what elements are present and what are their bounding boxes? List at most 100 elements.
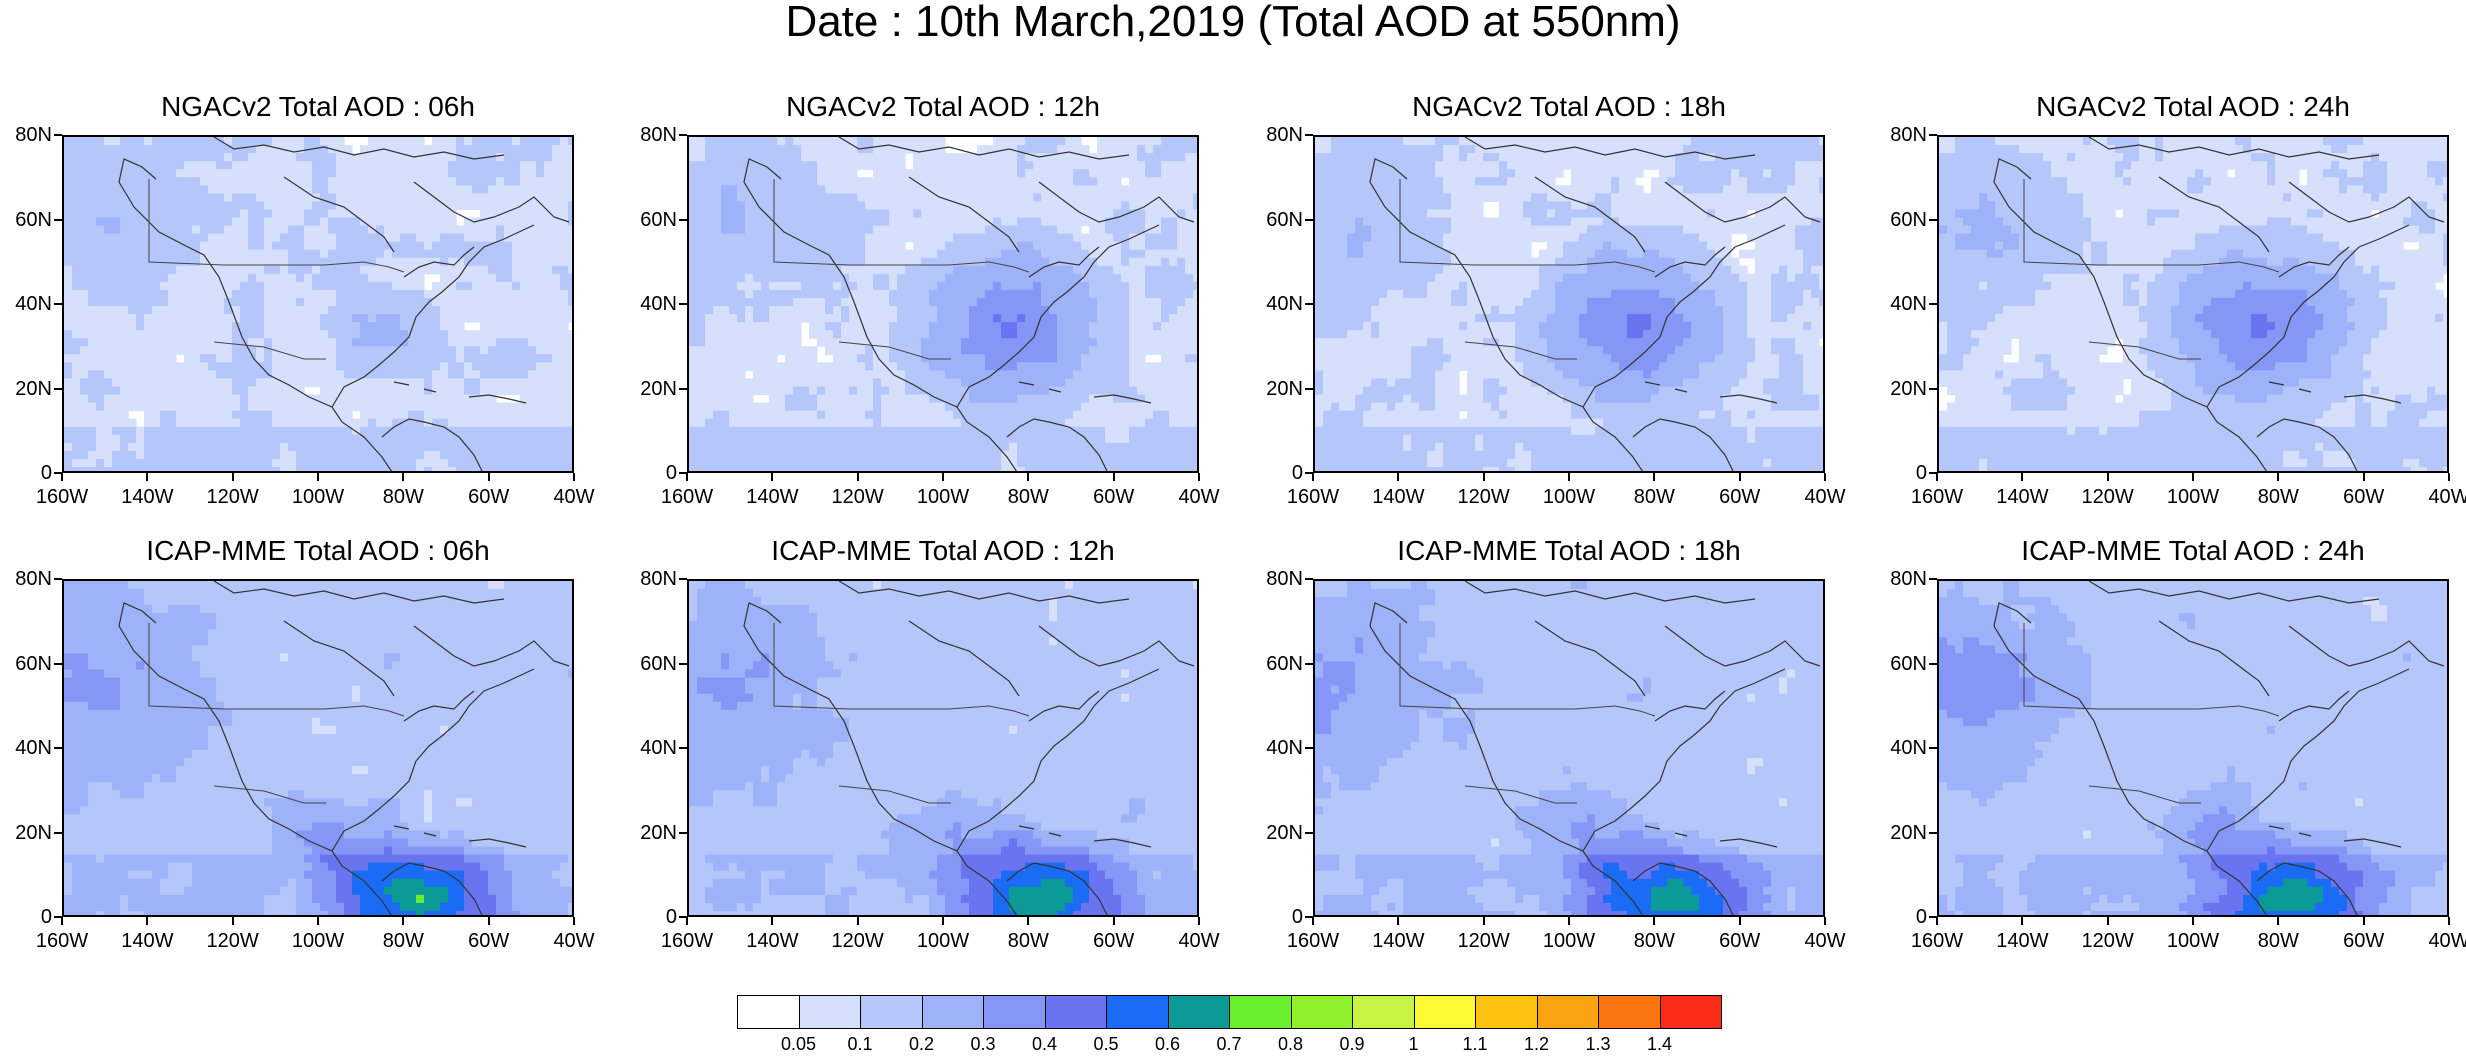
- aod-map-icap-24h: [1937, 579, 2449, 917]
- lon-tick-mark: [317, 473, 319, 481]
- lat-tick-mark: [54, 472, 62, 474]
- lon-tick-mark: [317, 917, 319, 925]
- lat-tick-label: 60N: [1875, 654, 1927, 674]
- lat-tick-label: 60N: [625, 654, 677, 674]
- lon-tick-mark: [402, 917, 405, 925]
- aod-field: [1315, 137, 1823, 471]
- aod-map-ngac-6h: [62, 135, 574, 473]
- lat-tick-mark: [1305, 303, 1313, 305]
- lat-tick-label: 0: [1251, 463, 1303, 483]
- aod-field: [1315, 581, 1823, 915]
- lon-tick-label: 120W: [1454, 931, 1514, 951]
- lat-tick-mark: [54, 747, 62, 749]
- lat-tick-mark: [1929, 472, 1937, 474]
- country-border: [1399, 179, 1656, 360]
- aod-field: [1939, 137, 2447, 471]
- lon-tick-mark: [856, 917, 859, 925]
- lat-tick-mark: [1929, 303, 1937, 305]
- aod-map-icap-12h: [687, 579, 1199, 917]
- lon-tick-label: 40W: [2419, 487, 2466, 507]
- lon-tick-mark: [1738, 917, 1741, 925]
- lon-tick-label: 120W: [828, 487, 888, 507]
- lon-tick-label: 40W: [2419, 931, 2466, 951]
- colorbar-label: 1.1: [1450, 1035, 1500, 1053]
- lat-tick-mark: [679, 662, 687, 665]
- colorbar-swatch: [1167, 995, 1230, 1029]
- lon-tick-label: 60W: [1710, 931, 1770, 951]
- lon-tick-mark: [1312, 473, 1314, 481]
- lat-tick-label: 60N: [0, 654, 52, 674]
- lon-tick-label: 140W: [117, 931, 177, 951]
- lat-tick-mark: [54, 662, 62, 665]
- colorbar-swatch: [1659, 995, 1722, 1029]
- lat-tick-label: 80N: [0, 125, 52, 145]
- lon-tick-label: 100W: [1539, 931, 1599, 951]
- lat-tick-label: 80N: [625, 569, 677, 589]
- colorbar-label: 0.8: [1266, 1035, 1316, 1053]
- lat-tick-label: 20N: [1875, 379, 1927, 399]
- lat-tick-mark: [54, 303, 62, 305]
- country-border: [2023, 179, 2280, 360]
- lon-tick-mark: [1112, 917, 1115, 925]
- coastline: [743, 137, 1195, 471]
- lat-tick-mark: [679, 218, 687, 221]
- lat-tick-mark: [1305, 218, 1313, 221]
- lon-tick-label: 100W: [2163, 487, 2223, 507]
- lat-tick-label: 80N: [1251, 125, 1303, 145]
- aod-field: [1939, 581, 2447, 915]
- lon-tick-mark: [402, 473, 405, 481]
- colorbar-label: 0.2: [897, 1035, 947, 1053]
- lon-tick-label: 120W: [203, 931, 263, 951]
- lon-tick-label: 140W: [1368, 487, 1428, 507]
- page-title: Date : 10th March,2019 (Total AOD at 550…: [0, 0, 2466, 44]
- lon-tick-mark: [2021, 917, 2024, 925]
- lon-tick-label: 60W: [2334, 931, 2394, 951]
- lat-tick-mark: [1305, 831, 1313, 834]
- lat-tick-mark: [679, 387, 687, 390]
- aod-field: [64, 581, 572, 915]
- lat-tick-mark: [54, 831, 62, 834]
- lon-tick-mark: [771, 473, 774, 481]
- lon-tick-label: 160W: [657, 931, 717, 951]
- colorbar-label: 0.1: [835, 1035, 885, 1053]
- colorbar-label: 0.9: [1327, 1035, 1377, 1053]
- aod-map-ngac-12h: [687, 135, 1199, 473]
- lon-tick-label: 60W: [2334, 487, 2394, 507]
- lat-tick-label: 60N: [0, 210, 52, 230]
- lat-tick-label: 80N: [1251, 569, 1303, 589]
- aod-field: [689, 581, 1197, 915]
- lon-tick-mark: [2021, 473, 2024, 481]
- lon-tick-mark: [1568, 917, 1570, 925]
- lat-tick-label: 20N: [0, 379, 52, 399]
- lat-tick-label: 60N: [625, 210, 677, 230]
- lon-tick-label: 80W: [1624, 487, 1684, 507]
- lat-tick-label: 80N: [625, 125, 677, 145]
- coastline: [118, 581, 570, 915]
- lat-tick-mark: [54, 218, 62, 221]
- lat-tick-label: 20N: [625, 823, 677, 843]
- colorbar-label: 0.05: [774, 1035, 824, 1053]
- lon-tick-mark: [942, 473, 944, 481]
- colorbar-label: 0.3: [958, 1035, 1008, 1053]
- lon-tick-mark: [686, 917, 688, 925]
- lat-tick-label: 20N: [1251, 379, 1303, 399]
- panel-title: NGACv2 Total AOD : 18h: [1313, 93, 1825, 121]
- lon-tick-label: 80W: [1624, 931, 1684, 951]
- lat-tick-label: 0: [1875, 463, 1927, 483]
- lat-tick-mark: [1305, 578, 1313, 580]
- lon-tick-mark: [2277, 473, 2280, 481]
- coastline: [1993, 581, 2445, 915]
- lat-tick-mark: [1305, 916, 1313, 918]
- lon-tick-label: 80W: [373, 931, 433, 951]
- colorbar-label: 1.3: [1573, 1035, 1623, 1053]
- lat-tick-mark: [54, 134, 62, 136]
- lat-tick-mark: [54, 387, 62, 390]
- lon-tick-label: 40W: [1169, 931, 1229, 951]
- lat-tick-label: 20N: [625, 379, 677, 399]
- lat-tick-mark: [1929, 578, 1937, 580]
- lon-tick-mark: [1198, 917, 1200, 925]
- lat-tick-label: 40N: [1875, 738, 1927, 758]
- lon-tick-label: 60W: [1084, 487, 1144, 507]
- coastline: [1369, 581, 1821, 915]
- lon-tick-label: 100W: [913, 487, 973, 507]
